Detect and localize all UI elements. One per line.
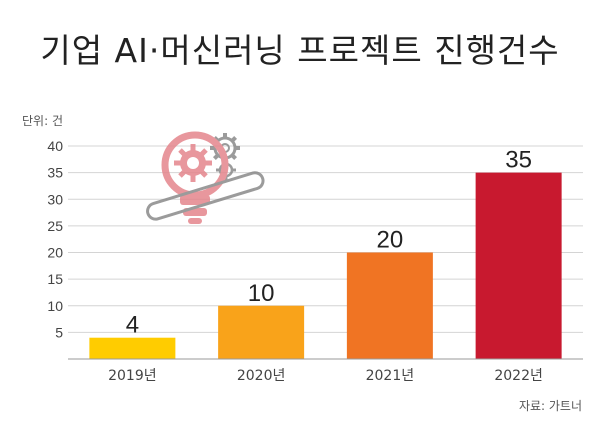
bar-2020년 (218, 305, 305, 359)
data-labels: 4 10 20 35 (126, 147, 532, 339)
x-tick-label: 2019년 (108, 368, 157, 384)
y-tick-label: 30 (47, 191, 63, 207)
y-tick-label: 5 (55, 324, 63, 340)
x-tick-label: 2020년 (237, 368, 286, 384)
chart-title: 기업 AI·머신러닝 프로젝트 진행건수 (40, 31, 560, 70)
bar-2021년 (346, 252, 433, 359)
bar-2022년 (475, 172, 562, 359)
data-label: 4 (126, 312, 139, 339)
data-label: 10 (248, 280, 275, 307)
y-tick-label: 20 (47, 245, 63, 261)
x-tick-label: 2021년 (366, 368, 415, 384)
lightbulb-gear-icon (146, 131, 265, 224)
y-tick-label: 15 (47, 271, 63, 287)
x-axis-ticks: 2019년 2020년 2021년 2022년 (108, 368, 543, 384)
y-axis-ticks: 5 10 15 20 25 30 35 40 (47, 138, 63, 340)
unit-label: 단위: 건 (22, 114, 63, 128)
y-tick-label: 10 (47, 298, 63, 314)
source-label: 자료: 가트너 (518, 399, 582, 413)
data-label: 20 (377, 227, 404, 254)
y-tick-label: 35 (47, 165, 63, 181)
bars (89, 172, 562, 359)
y-tick-label: 25 (47, 218, 63, 234)
bar-2019년 (89, 337, 176, 359)
y-tick-label: 40 (47, 138, 63, 154)
data-label: 35 (505, 147, 532, 174)
x-tick-label: 2022년 (494, 368, 543, 384)
